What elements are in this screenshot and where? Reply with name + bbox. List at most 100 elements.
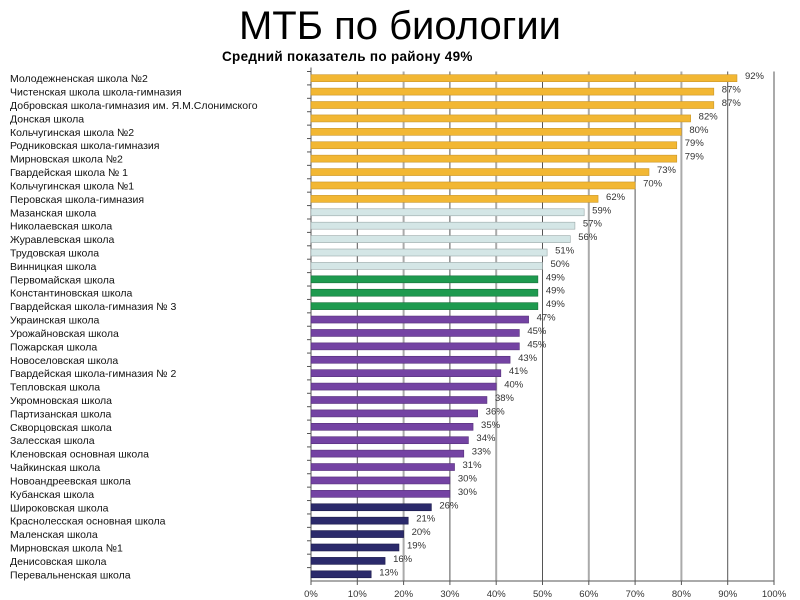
data-label: 41% bbox=[509, 366, 529, 377]
bar bbox=[310, 449, 465, 458]
x-tick-label: 90% bbox=[718, 589, 738, 600]
bar bbox=[310, 570, 372, 579]
category-label: Первомайская школа bbox=[10, 274, 115, 286]
data-label: 21% bbox=[416, 514, 436, 525]
x-tick-label: 70% bbox=[626, 589, 646, 600]
category-label: Украинская школа bbox=[10, 315, 100, 327]
data-label: 19% bbox=[407, 540, 427, 551]
x-tick-label: 0% bbox=[304, 589, 318, 600]
bar bbox=[310, 221, 576, 230]
bar bbox=[310, 315, 529, 324]
data-label: 43% bbox=[518, 353, 538, 364]
category-label: Кленовская основная школа bbox=[10, 449, 149, 461]
data-label: 16% bbox=[393, 554, 413, 565]
category-label: Пожарская школа bbox=[10, 341, 97, 353]
x-tick-label: 50% bbox=[533, 589, 553, 600]
data-label: 40% bbox=[504, 380, 524, 391]
data-label: 50% bbox=[551, 259, 571, 270]
bar bbox=[310, 409, 478, 418]
bar bbox=[310, 423, 474, 431]
category-label: Новоандреевская школа bbox=[10, 475, 131, 487]
bar bbox=[310, 516, 409, 525]
data-label: 87% bbox=[722, 98, 742, 109]
bar bbox=[310, 342, 520, 351]
category-label: Донская школа bbox=[10, 113, 84, 125]
bar bbox=[310, 476, 451, 485]
bar bbox=[310, 128, 682, 136]
category-label: Перовская школа-гимназия bbox=[10, 194, 144, 206]
category-label: Николаевская школа bbox=[10, 221, 112, 233]
category-label: Залесская школа bbox=[10, 435, 95, 447]
bar bbox=[310, 114, 691, 123]
bar bbox=[310, 288, 539, 297]
category-label: Гвардейская школа № 1 bbox=[10, 167, 128, 179]
bar bbox=[310, 396, 488, 404]
category-label: Винницкая школа bbox=[10, 261, 96, 273]
category-label: Урожайновская школа bbox=[10, 328, 119, 340]
data-label: 35% bbox=[481, 420, 501, 431]
category-label: Маленская школа bbox=[10, 529, 98, 541]
bar bbox=[310, 154, 678, 163]
bar bbox=[310, 275, 539, 284]
category-label: Кольчугинская школа №2 bbox=[10, 127, 134, 139]
category-label: Перевальненская школа bbox=[10, 569, 131, 581]
x-tick-label: 100% bbox=[762, 589, 787, 600]
data-label: 30% bbox=[458, 487, 478, 498]
category-label: Денисовская школа bbox=[10, 556, 107, 568]
category-label: Трудовская школа bbox=[10, 248, 99, 260]
bar bbox=[310, 168, 650, 176]
x-tick-label: 60% bbox=[579, 589, 599, 600]
category-label: Гвардейская школа-гимназия № 3 bbox=[10, 301, 176, 313]
data-label: 82% bbox=[699, 111, 719, 122]
data-label: 79% bbox=[685, 152, 705, 163]
bar bbox=[310, 329, 520, 337]
bar bbox=[310, 74, 738, 83]
bar bbox=[310, 101, 715, 109]
x-tick-label: 10% bbox=[348, 589, 368, 600]
x-tick-label: 20% bbox=[394, 589, 414, 600]
bar bbox=[310, 369, 502, 377]
x-tick-label: 30% bbox=[440, 589, 460, 600]
category-label: Чистенская школа школа-гимназия bbox=[10, 87, 182, 99]
category-label: Краснолесская основная школа bbox=[10, 516, 166, 528]
bar bbox=[310, 235, 571, 243]
category-label: Константиновская школа bbox=[10, 288, 132, 300]
bar bbox=[310, 87, 715, 96]
category-label: Гвардейская школа-гимназия № 2 bbox=[10, 368, 176, 380]
category-label: Чайкинская школа bbox=[10, 462, 100, 474]
bar bbox=[310, 503, 432, 512]
bar bbox=[310, 208, 585, 217]
bar bbox=[310, 181, 636, 190]
bar bbox=[310, 248, 548, 257]
category-label: Новоселовская школа bbox=[10, 355, 118, 367]
data-label: 30% bbox=[458, 473, 478, 484]
data-label: 62% bbox=[606, 192, 626, 203]
category-label: Добровская школа-гимназия им. Я.М.Слоним… bbox=[10, 100, 258, 112]
data-label: 56% bbox=[578, 232, 598, 243]
chart-subtitle: Средний показатель по району 49% bbox=[222, 49, 473, 64]
data-label: 38% bbox=[495, 393, 515, 404]
data-label: 36% bbox=[486, 406, 506, 417]
x-tick-label: 80% bbox=[672, 589, 692, 600]
data-label: 45% bbox=[527, 326, 547, 337]
category-label: Кубанская школа bbox=[10, 489, 94, 501]
category-label: Журавлевская школа bbox=[10, 234, 115, 246]
bar bbox=[310, 195, 599, 203]
data-label: 26% bbox=[439, 500, 459, 511]
bar bbox=[310, 490, 451, 498]
bar bbox=[310, 382, 497, 391]
x-tick-label: 40% bbox=[487, 589, 507, 600]
bar bbox=[310, 302, 539, 310]
data-label: 34% bbox=[476, 433, 496, 444]
data-label: 47% bbox=[537, 313, 557, 324]
data-label: 13% bbox=[379, 567, 399, 578]
bar bbox=[310, 543, 400, 552]
data-label: 45% bbox=[527, 339, 547, 350]
data-label: 87% bbox=[722, 85, 742, 96]
data-label: 92% bbox=[745, 71, 765, 82]
bar bbox=[310, 436, 469, 445]
data-label: 20% bbox=[412, 527, 432, 538]
data-label: 49% bbox=[546, 272, 566, 283]
data-label: 49% bbox=[546, 286, 566, 297]
